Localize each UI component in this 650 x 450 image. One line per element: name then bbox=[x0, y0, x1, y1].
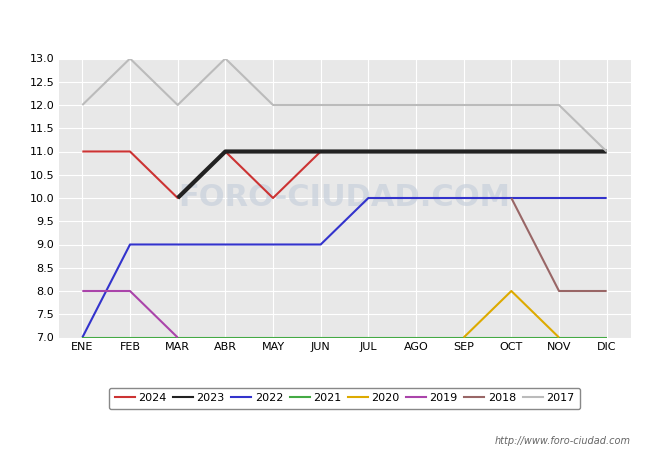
Text: FORO-CIUDAD.COM: FORO-CIUDAD.COM bbox=[179, 184, 510, 212]
Legend: 2024, 2023, 2022, 2021, 2020, 2019, 2018, 2017: 2024, 2023, 2022, 2021, 2020, 2019, 2018… bbox=[109, 388, 580, 409]
Text: http://www.foro-ciudad.com: http://www.foro-ciudad.com bbox=[495, 436, 630, 446]
Text: Afiliados en Villatuelda a 31/5/2024: Afiliados en Villatuelda a 31/5/2024 bbox=[164, 11, 486, 29]
